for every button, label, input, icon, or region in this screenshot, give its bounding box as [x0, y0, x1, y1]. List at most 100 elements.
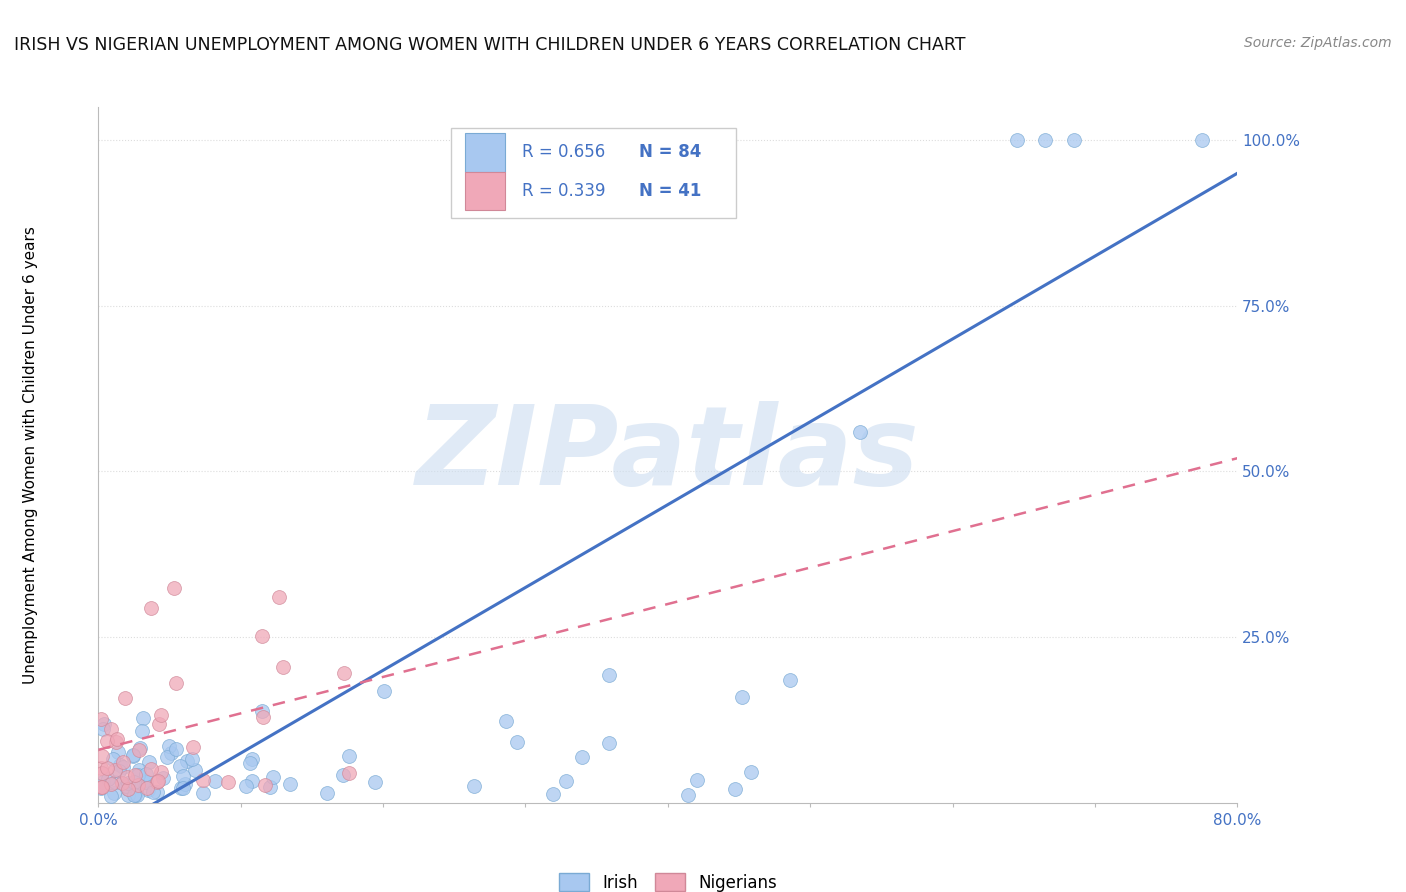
Point — [93, 717, 115, 731]
Point — [115, 770, 138, 784]
Point — [96, 761, 118, 775]
Point — [204, 774, 226, 789]
Point — [146, 774, 169, 789]
Point — [849, 425, 872, 439]
Point — [90, 765, 112, 780]
Point — [169, 759, 191, 773]
Point — [107, 746, 129, 760]
Point — [337, 749, 360, 764]
Point — [146, 775, 169, 789]
Point — [162, 581, 184, 595]
Point — [146, 785, 169, 799]
Point — [135, 767, 157, 781]
Point — [160, 747, 183, 761]
Point — [242, 773, 264, 788]
Point — [1063, 133, 1085, 147]
Point — [506, 734, 529, 748]
Point — [149, 765, 172, 780]
Point — [174, 776, 197, 790]
Text: Source: ZipAtlas.com: Source: ZipAtlas.com — [1244, 36, 1392, 50]
Point — [91, 722, 114, 736]
Text: N = 41: N = 41 — [640, 182, 702, 200]
Point — [111, 756, 134, 770]
Point — [184, 763, 207, 777]
Point — [148, 717, 170, 731]
Point — [136, 781, 159, 796]
Text: ZIPatlas: ZIPatlas — [416, 401, 920, 508]
Point — [156, 750, 179, 764]
Point — [91, 780, 114, 795]
Point — [139, 600, 162, 615]
Point — [128, 743, 150, 757]
Text: N = 84: N = 84 — [640, 144, 702, 161]
Point — [280, 777, 302, 791]
Point — [103, 786, 125, 800]
Text: IRISH VS NIGERIAN UNEMPLOYMENT AMONG WOMEN WITH CHILDREN UNDER 6 YEARS CORRELATI: IRISH VS NIGERIAN UNEMPLOYMENT AMONG WOM… — [14, 36, 966, 54]
Point — [495, 714, 517, 729]
Point — [117, 776, 139, 790]
Point — [114, 691, 136, 706]
Bar — [465, 134, 505, 172]
Point — [337, 765, 360, 780]
Text: R = 0.656: R = 0.656 — [522, 144, 606, 161]
Point — [131, 724, 153, 739]
Point — [332, 768, 354, 782]
Point — [571, 749, 593, 764]
Bar — [465, 172, 505, 210]
Point — [157, 739, 180, 753]
Point — [686, 772, 709, 787]
Point — [121, 749, 143, 764]
Text: Unemployment Among Women with Children Under 6 years: Unemployment Among Women with Children U… — [24, 226, 38, 684]
Point — [125, 780, 148, 794]
Point — [127, 779, 149, 793]
Point — [269, 591, 291, 605]
Point — [740, 765, 762, 780]
Point — [91, 749, 114, 764]
Point — [121, 748, 143, 763]
Point — [142, 785, 165, 799]
Point — [239, 756, 262, 770]
Point — [181, 752, 204, 766]
Point — [463, 779, 485, 793]
Point — [152, 771, 174, 785]
Point — [118, 780, 141, 795]
Point — [122, 774, 145, 789]
Point — [100, 722, 122, 736]
Point — [165, 742, 187, 756]
Point — [101, 752, 124, 766]
Point — [138, 755, 160, 769]
Point — [252, 709, 274, 723]
Point — [555, 774, 578, 789]
Point — [91, 774, 114, 789]
Point — [132, 774, 155, 789]
Point — [97, 772, 120, 786]
Point — [1191, 133, 1213, 147]
Point — [100, 776, 122, 790]
Point — [170, 780, 193, 795]
Point — [124, 788, 146, 802]
Point — [676, 789, 699, 803]
Point — [172, 780, 194, 795]
Point — [172, 769, 194, 783]
Point — [108, 764, 131, 779]
Point — [259, 780, 281, 794]
Point — [111, 760, 134, 774]
Point — [217, 774, 239, 789]
Point — [124, 767, 146, 781]
Point — [373, 683, 395, 698]
Point — [108, 757, 131, 772]
Point — [90, 780, 112, 795]
Point — [262, 770, 284, 784]
Point — [235, 779, 257, 793]
Point — [117, 781, 139, 796]
FancyBboxPatch shape — [451, 128, 737, 219]
Point — [176, 754, 198, 768]
Point — [598, 668, 620, 682]
Point — [90, 761, 112, 775]
Point — [165, 676, 187, 690]
Point — [541, 787, 564, 801]
Point — [598, 736, 620, 750]
Point — [333, 666, 356, 681]
Point — [136, 783, 159, 797]
Point — [105, 735, 128, 749]
